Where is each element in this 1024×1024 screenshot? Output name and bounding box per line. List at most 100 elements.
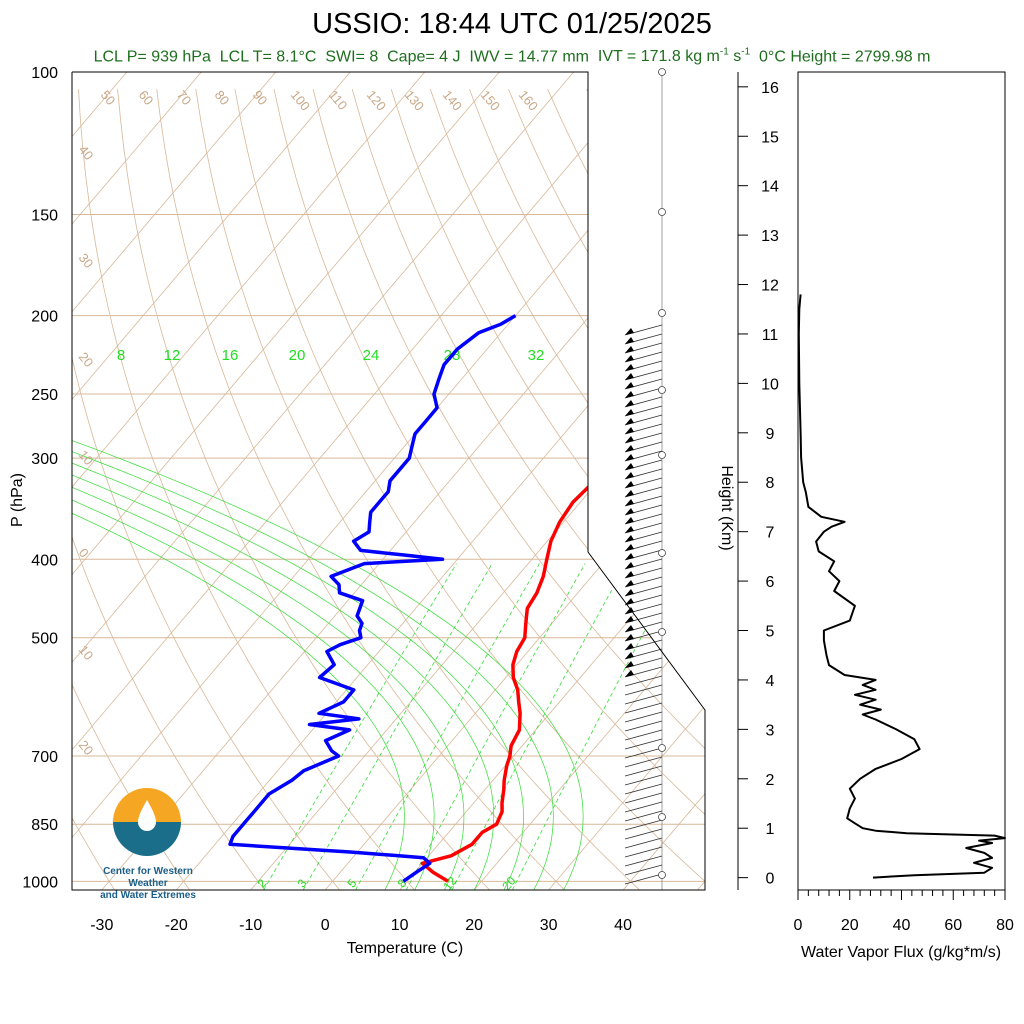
isotherm-line bbox=[101, 72, 705, 890]
wind-barb-flag bbox=[625, 463, 634, 470]
mixing-ratio-label: 16 bbox=[222, 347, 239, 364]
wind-calm-circle bbox=[658, 628, 666, 636]
isotherm-line bbox=[72, 72, 705, 890]
isotherm-line bbox=[72, 72, 574, 890]
wind-barb-flag bbox=[625, 472, 634, 479]
wind-barb bbox=[624, 747, 663, 759]
x-tick-label: 0 bbox=[321, 917, 330, 934]
wind-barb-flag bbox=[625, 409, 634, 416]
wind-barb-flag bbox=[625, 427, 634, 434]
wind-barb-flag bbox=[625, 625, 634, 632]
wind-barb-flag bbox=[625, 607, 634, 614]
wind-barb-flag bbox=[625, 535, 634, 542]
mixing-ratio-label: 12 bbox=[164, 347, 181, 364]
wind-barb-flag bbox=[625, 652, 634, 659]
wind-barb bbox=[624, 693, 663, 705]
isotherm-line bbox=[697, 72, 705, 890]
chart-title: USSIO: 18:44 UTC 01/25/2025 bbox=[312, 8, 712, 40]
logo-caption: Center for Western Weather and Water Ext… bbox=[100, 866, 196, 901]
wind-barb bbox=[624, 783, 663, 795]
y-tick-label: 300 bbox=[31, 451, 58, 468]
dry-adiabat-line bbox=[664, 88, 705, 890]
wind-calm-circle bbox=[658, 813, 666, 821]
wind-barb bbox=[624, 729, 663, 741]
mixing-ratio-label: 24 bbox=[363, 347, 380, 364]
y-tick-label: 250 bbox=[31, 387, 58, 404]
isotherm-label: 160 bbox=[516, 87, 541, 113]
wind-barb bbox=[624, 864, 663, 876]
wind-barb-flag bbox=[625, 328, 634, 335]
wind-barb-flag bbox=[625, 454, 634, 461]
dry-adiabat-line bbox=[469, 88, 705, 890]
cw3e-logo bbox=[113, 788, 181, 856]
wind-barb-flag bbox=[625, 589, 634, 596]
y-tick-label: 1000 bbox=[22, 874, 58, 891]
wind-calm-circle bbox=[658, 871, 666, 879]
wind-barb-flag bbox=[625, 661, 634, 668]
isotherm-line bbox=[548, 72, 705, 890]
isotherm-label: 60 bbox=[136, 87, 157, 108]
stat-lcl-p: LCL P= 939 hPa bbox=[93, 48, 211, 66]
temperature-line bbox=[420, 314, 705, 883]
isotherm-line bbox=[399, 72, 705, 890]
wind-barb-flag bbox=[625, 553, 634, 560]
y-tick-label: 500 bbox=[31, 631, 58, 648]
wind-barb bbox=[624, 756, 663, 768]
wind-calm-circle bbox=[658, 309, 666, 317]
moist-adiabat-line bbox=[72, 323, 495, 890]
wind-barb-flag bbox=[625, 400, 634, 407]
wind-barb bbox=[624, 684, 663, 696]
moist-adiabat-line bbox=[72, 323, 554, 890]
isotherm-label: 80 bbox=[212, 87, 233, 108]
stat-ivt: IVT = 171.8 kg m-1 s-1 bbox=[597, 47, 751, 66]
stat-lcl-t: LCL T= 8.1°C bbox=[219, 48, 317, 66]
x-axis-label: Temperature (C) bbox=[347, 940, 463, 957]
dry-adiabat-line bbox=[782, 89, 1024, 890]
x-tick-label: -10 bbox=[239, 917, 262, 934]
isotherm-line bbox=[72, 72, 649, 890]
mixing-ratio-label: 20 bbox=[289, 347, 306, 364]
wind-barb-flag bbox=[625, 382, 634, 389]
wind-barb bbox=[624, 702, 663, 714]
wind-barb-flag bbox=[625, 508, 634, 515]
wind-barb-flag bbox=[625, 562, 634, 569]
dry-adiabat-line bbox=[743, 89, 1024, 890]
wind-barb-flag bbox=[625, 634, 634, 641]
sounding-stats: LCL P= 939 hPa LCL T= 8.1°C SWI= 8 Cape=… bbox=[0, 47, 1024, 66]
mixing-ratio-line bbox=[451, 563, 627, 890]
isotherm-label: 110 bbox=[326, 87, 351, 113]
dry-adiabat-label: 0 bbox=[76, 545, 92, 560]
wind-barb bbox=[624, 837, 663, 849]
y-tick-label: 850 bbox=[31, 817, 58, 834]
mixing-ratio-line bbox=[263, 563, 457, 890]
wind-barb-flag bbox=[625, 445, 634, 452]
wind-barb-flag bbox=[625, 337, 634, 344]
isotherm-line bbox=[72, 72, 277, 890]
moist-adiabat-line bbox=[72, 323, 584, 890]
wind-barb-flag bbox=[625, 355, 634, 362]
logo-drop-icon bbox=[138, 800, 156, 831]
dry-adiabat-line bbox=[72, 89, 340, 890]
y-tick-label: 700 bbox=[31, 749, 58, 766]
mixing-ratio-line bbox=[512, 563, 681, 890]
wind-barb-flag bbox=[625, 526, 634, 533]
moist-adiabat-line bbox=[72, 323, 405, 890]
x-tick-label: -30 bbox=[90, 917, 113, 934]
mixing-ratio-line bbox=[302, 563, 493, 890]
wind-barb-flag bbox=[625, 571, 634, 578]
wind-barb bbox=[624, 675, 663, 687]
isotherm-line bbox=[622, 72, 705, 890]
wind-barb bbox=[624, 711, 663, 723]
wind-barb-flag bbox=[625, 598, 634, 605]
y-tick-label: 400 bbox=[31, 552, 58, 569]
mixing-ratio-bottom-label: 5 bbox=[344, 876, 359, 890]
dry-adiabat-label: 30 bbox=[76, 250, 97, 271]
moist-adiabat-line bbox=[72, 323, 465, 890]
isotherm-line bbox=[72, 72, 426, 890]
dry-adiabat-label: 20 bbox=[76, 737, 97, 758]
mixing-ratio-line bbox=[405, 563, 586, 890]
dry-adiabat-line bbox=[390, 88, 705, 890]
wind-barb-flag bbox=[625, 499, 634, 506]
isotherm-label: 70 bbox=[174, 87, 195, 108]
